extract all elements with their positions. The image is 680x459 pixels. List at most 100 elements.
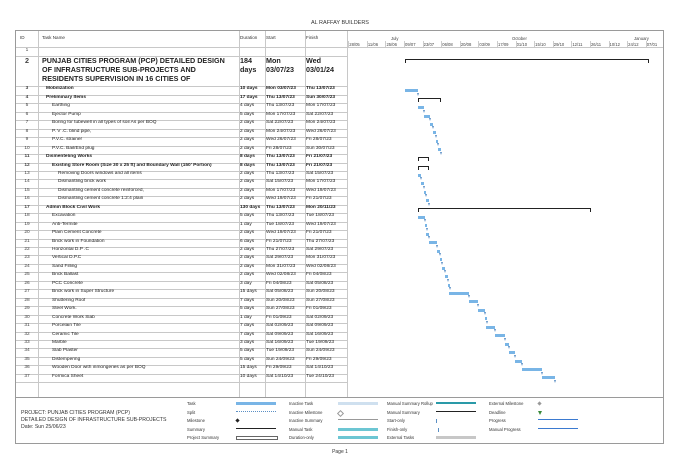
table-row[interactable]: 33 Marble 3 days Sat 16/09/23 Tue 19/09/23	[16, 340, 347, 348]
task-bar[interactable]	[425, 224, 427, 228]
cell-name: Wooden Door with inmongeries as per BOQ	[52, 365, 146, 371]
table-row[interactable]: 1	[16, 48, 347, 56]
task-bar[interactable]	[541, 376, 556, 380]
cell-start: Mon 24/07/23	[266, 128, 296, 134]
cell-finish: Sat 16/09/23	[306, 331, 334, 337]
table-row[interactable]: 22 Horizontal D.P .C 2 days Thu 27/07/23 Sat…	[16, 247, 347, 255]
table-row[interactable]: 18 Excavation 5 days Thu 13/07/23 Tue 18/07/…	[16, 213, 347, 221]
task-bar[interactable]	[448, 291, 469, 295]
table-row[interactable]: 10 P.V.C. Bail/End plug 2 days Fri 28/07/23…	[16, 146, 347, 154]
task-bar[interactable]	[486, 325, 496, 329]
table-row[interactable]: 7 Boring for tubewell in all types of soi…	[16, 120, 347, 128]
task-bar[interactable]	[442, 266, 445, 270]
task-bar[interactable]	[418, 215, 425, 219]
table-row[interactable]: 36 Wooden Door with inmongeries as per BO…	[16, 365, 347, 373]
task-bar[interactable]	[432, 131, 436, 135]
task-bar[interactable]	[508, 351, 516, 355]
task-bar[interactable]	[468, 300, 479, 304]
cell-name: Marble	[52, 339, 67, 345]
table-row[interactable]: 11 Dismenteling Works 8 days Thu 13/07/23 Fr…	[16, 154, 347, 162]
task-bar[interactable]	[478, 308, 485, 312]
summary-bar[interactable]	[405, 59, 650, 64]
cell-finish: Sat 05/08/23	[306, 280, 334, 286]
summary-bar[interactable]	[418, 157, 429, 162]
task-bar[interactable]	[426, 232, 429, 236]
task-bar[interactable]	[495, 334, 505, 338]
table-row[interactable]: 13 Removing Doors windows and all items 2 …	[16, 171, 347, 179]
task-bar[interactable]	[418, 173, 421, 177]
table-row[interactable]: 8 P. V .C. blind pipe, 2 days Mon 24/07/23 W…	[16, 129, 347, 137]
task-bar[interactable]	[436, 249, 440, 253]
task-bar[interactable]	[515, 359, 522, 363]
column-header-finish[interactable]: Finish	[306, 35, 319, 40]
table-row[interactable]: 27 Brick work in Super Structure 15 days Sa…	[16, 289, 347, 297]
table-row[interactable]: 12 Existing Store Room (Size 30 x 25 ft) …	[16, 163, 347, 171]
table-row[interactable]: 17 Admin Block Civil Work 130 days Thu 13/0…	[16, 205, 347, 213]
table-row[interactable]: 37 Formica Sheet 10 days Sat 14/10/23 Tue 24…	[16, 374, 347, 382]
table-row[interactable]: 4 Preliminary Items 17 days Thu 13/07/23 Sun…	[16, 95, 347, 103]
cell-finish: Sat 14/10/23	[306, 365, 334, 371]
task-bar[interactable]	[504, 342, 509, 346]
table-row[interactable]: 9 P.V.C. strainer 2 days Wed 26/07/23 Fri 28…	[16, 137, 347, 145]
table-row[interactable]: 31 Porcelain Tile 7 days Sat 02/09/23 Sat 09…	[16, 323, 347, 331]
table-row[interactable]: 20 Plain Cement Concrete 2 days Wed 19/07/2…	[16, 230, 347, 238]
task-bar[interactable]	[405, 89, 419, 93]
cell-name: P.V.C. Bail/End plug	[52, 145, 95, 151]
table-row[interactable]: 6 Ejector Pump 5 days Mon 17/07/23 Sat 22/07…	[16, 112, 347, 120]
table-row[interactable]: 34 Slab Plaster 5 days Tue 19/09/23 Sun 24/0…	[16, 348, 347, 356]
task-bar[interactable]	[430, 122, 433, 126]
task-bar[interactable]	[423, 190, 427, 194]
task-bar[interactable]	[426, 199, 429, 203]
table-row[interactable]: 26 PCC Concrete 3 day Fri 04/08/23 Sat 05/08…	[16, 281, 347, 289]
legend-swatch-icon	[236, 402, 276, 405]
cell-name: Brick work in Super Structure	[52, 289, 115, 295]
cell-name: Horizontal D.P .C	[52, 247, 89, 252]
summary-bar[interactable]	[418, 165, 429, 170]
table-row[interactable]: 19 Anti-Termite 1 day Tue 18/07/23 Wed 19/07…	[16, 222, 347, 230]
summary-bar[interactable]	[418, 207, 591, 212]
cell-id: 33	[24, 339, 30, 345]
column-header-duration[interactable]: Duration	[240, 35, 258, 40]
cell-dur: 2 days	[240, 187, 255, 193]
column-header-id[interactable]: ID	[20, 35, 25, 40]
task-bar[interactable]	[438, 148, 441, 152]
column-header-start[interactable]: Start	[266, 35, 276, 40]
table-row[interactable]: 32 Ceramic Tile 7 days Sat 09/09/23 Sat 16/0…	[16, 332, 347, 340]
legend-swatch-icon	[537, 401, 542, 406]
cell-start: Mon 17/07/23	[266, 187, 296, 193]
task-bar[interactable]	[444, 275, 448, 279]
summary-bar[interactable]	[418, 98, 441, 103]
table-row[interactable]: 23 Vertical D.P.C 2 days Sat 29/07/23 Mon 31…	[16, 255, 347, 263]
table-row[interactable]: 28 Shuttering Roof 7 days Sun 20/08/23 Sun 2…	[16, 298, 347, 306]
task-bar[interactable]	[484, 317, 487, 321]
table-row[interactable]: 35 Distempering 5 days Sun 24/09/23 Fri 29/0…	[16, 357, 347, 365]
task-bar[interactable]	[421, 182, 424, 186]
column-header-task-name[interactable]: Task Name	[42, 35, 65, 40]
cell-id: 30	[24, 314, 30, 320]
task-bar[interactable]	[447, 283, 450, 287]
table-row[interactable]: 30 Concrete Work Slab 1 day Fri 01/09/23 Sat…	[16, 315, 347, 323]
cell-start: Wed 19/07/23	[266, 196, 296, 202]
table-row[interactable]: 15 Dismantling cement concrete reinforced…	[16, 188, 347, 196]
task-bar[interactable]	[439, 258, 443, 262]
table-row[interactable]: 16 Dismantling cement concrete 1:2:4 plai…	[16, 196, 347, 204]
task-bar[interactable]	[521, 368, 542, 372]
table-row[interactable]: 14 Dismantling brick work 2 days Sat 15/07/…	[16, 179, 347, 187]
table-row[interactable]: 5 Earthing 4 days Thu 13/07/23 Mon 17/07/23	[16, 103, 347, 111]
table-row[interactable]: 21 Brick work in Foundation 6 days Fri 21/0…	[16, 239, 347, 247]
legend-label: Manual Progress	[489, 426, 521, 432]
table-row[interactable]: 29 Steel Work. 5 days Sun 27/08/23 Fri 01/09…	[16, 306, 347, 314]
table-row[interactable]: 3 Mobilization 10 days Mon 03/07/23 Thu 13/0…	[16, 86, 347, 94]
timeline-week-label: 06/08	[442, 42, 453, 47]
task-bar[interactable]	[435, 139, 439, 143]
cell-name: Vertical D.P.C	[52, 255, 82, 261]
table-row[interactable]: 2 PUNJAB CITIES PROGRAM (PCP) DETAILED DE…	[16, 56, 347, 86]
task-bar[interactable]	[428, 241, 437, 245]
table-row[interactable]: 24 Sand Filling 2 days Mon 31/07/23 Wed 02/0…	[16, 264, 347, 272]
task-bar[interactable]	[423, 114, 431, 118]
table-row[interactable]: 25 Brick Ballast 2 days Wed 02/08/23 Fri 04/…	[16, 272, 347, 280]
task-bar[interactable]	[418, 106, 424, 110]
legend-label: Start-only	[387, 418, 405, 423]
cell-start: Mon 17/07/23	[266, 111, 296, 117]
cell-id: 22	[24, 247, 30, 252]
